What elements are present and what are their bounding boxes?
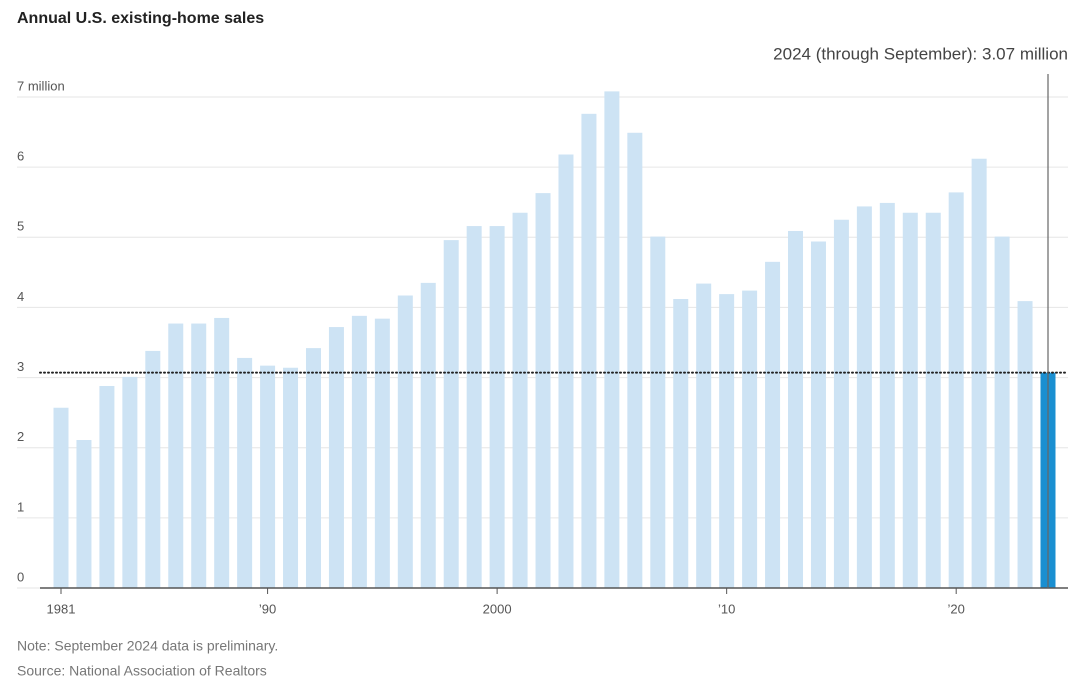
bar: [168, 323, 184, 588]
x-tick-label: ’20: [948, 601, 965, 616]
bar: [765, 261, 781, 588]
y-tick-label: 5: [17, 219, 24, 234]
note: Note: September 2024 data is preliminary…: [17, 638, 278, 654]
bar: [810, 241, 826, 588]
bar: [420, 282, 436, 588]
y-tick-label: 6: [17, 149, 24, 164]
bar: [397, 295, 413, 588]
bar: [673, 299, 689, 588]
bar: [696, 283, 712, 588]
bar: [856, 206, 872, 588]
bar: [99, 385, 115, 588]
bar: [948, 192, 964, 588]
annotation: 2024 (through September): 3.07 million: [773, 44, 1068, 63]
bar: [788, 230, 804, 589]
bar: [558, 154, 574, 588]
bar: [994, 236, 1010, 588]
bar: [581, 113, 597, 588]
bar: [237, 357, 253, 588]
bar: [305, 348, 321, 588]
bar: [535, 193, 551, 589]
y-tick-label: 7 million: [17, 78, 65, 93]
y-tick-label: 2: [17, 429, 24, 444]
bar: [214, 317, 230, 588]
bar: [833, 219, 849, 588]
bar: [742, 290, 758, 588]
bar: [650, 236, 666, 588]
bar: [971, 158, 987, 588]
y-tick-label: 3: [17, 359, 24, 374]
x-tick-label: 1981: [47, 601, 76, 616]
bar: [328, 327, 344, 588]
y-tick-label: 4: [17, 289, 24, 304]
y-tick-label: 1: [17, 499, 24, 514]
x-tick-label: 2000: [483, 601, 512, 616]
chart-title: Annual U.S. existing-home sales: [17, 10, 264, 27]
bar: [283, 367, 299, 588]
y-tick-label: 0: [17, 569, 24, 584]
bar: [604, 91, 620, 588]
bar: [191, 323, 207, 588]
bar: [374, 318, 390, 588]
source: Source: National Association of Realtors: [17, 663, 267, 679]
bar: [351, 315, 367, 588]
bar: [719, 294, 735, 588]
bar: [76, 439, 92, 588]
x-tick-label: ’90: [259, 601, 276, 616]
x-tick-label: ’10: [718, 601, 735, 616]
bar: [466, 226, 482, 588]
bar: [122, 376, 138, 588]
bar: [512, 212, 528, 588]
bar: [443, 240, 459, 588]
bar: [260, 365, 276, 588]
bar: [53, 407, 69, 588]
bar: [489, 226, 505, 588]
bar: [925, 212, 941, 588]
bar: [879, 202, 895, 588]
bar: [627, 132, 643, 588]
bar: [902, 212, 918, 588]
bar: [145, 350, 161, 588]
bar: [1017, 301, 1033, 588]
